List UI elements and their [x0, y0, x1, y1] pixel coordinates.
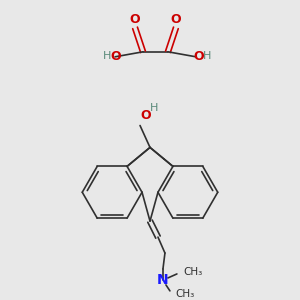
Text: O: O — [194, 50, 204, 63]
Text: O: O — [111, 50, 122, 63]
Text: O: O — [141, 109, 151, 122]
Text: CH₃: CH₃ — [175, 289, 194, 299]
Text: O: O — [130, 14, 140, 26]
Text: H: H — [150, 103, 158, 112]
Text: H: H — [202, 51, 211, 61]
Text: O: O — [171, 14, 181, 26]
Text: H: H — [103, 51, 111, 61]
Text: CH₃: CH₃ — [183, 267, 202, 277]
Text: N: N — [157, 273, 169, 287]
